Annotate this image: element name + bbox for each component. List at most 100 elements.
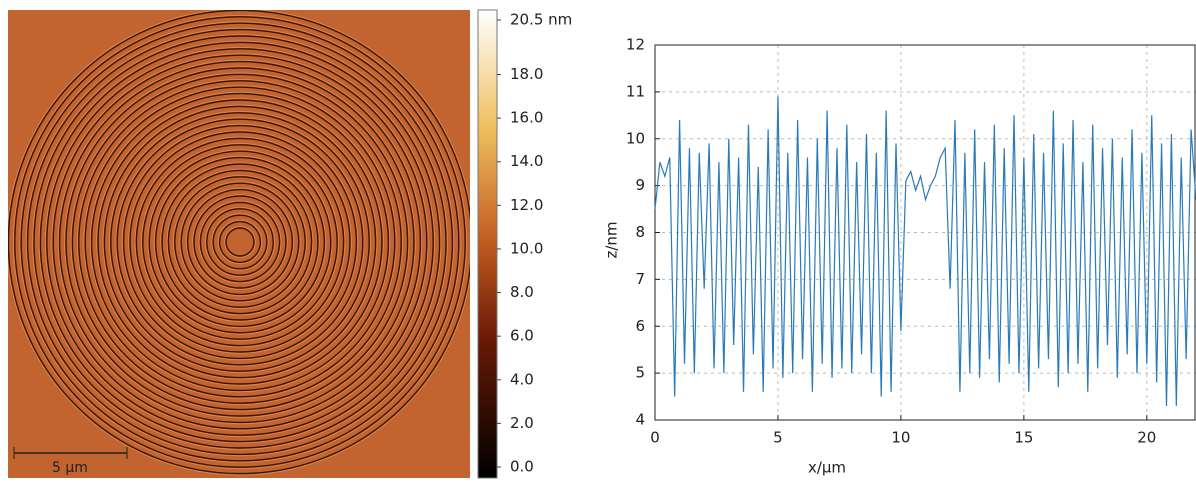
rings xyxy=(8,10,470,476)
colorbar-tick-label: 20.5 nm xyxy=(510,11,572,29)
ring xyxy=(71,73,409,411)
ring-highlight xyxy=(211,213,269,271)
colorbar-tick-label: 0.0 xyxy=(510,458,534,476)
ring xyxy=(84,86,396,398)
ring-highlight xyxy=(115,117,365,367)
ring xyxy=(148,150,332,334)
ring-highlight xyxy=(57,59,423,425)
ring xyxy=(212,214,268,270)
ring xyxy=(39,41,441,443)
colorbar-tick-label: 8.0 xyxy=(510,283,534,301)
y-tick-label: 7 xyxy=(635,270,645,288)
ring xyxy=(193,195,287,289)
plot-frame xyxy=(654,44,1196,421)
ring xyxy=(142,144,338,340)
ring-highlight xyxy=(108,110,372,374)
ring-highlight xyxy=(179,181,301,303)
ring xyxy=(97,99,383,385)
x-tick-label: 10 xyxy=(891,429,910,447)
ring-highlight xyxy=(102,104,378,380)
ring xyxy=(46,48,434,436)
colorbar-tick-label: 16.0 xyxy=(510,109,543,127)
y-tick-label: 6 xyxy=(635,317,645,335)
x-tick-label: 20 xyxy=(1137,429,1156,447)
ring-highlight xyxy=(153,155,327,329)
colorbar xyxy=(477,9,498,479)
ring-highlight xyxy=(166,168,314,316)
colorbar-tick-label: 4.0 xyxy=(510,370,534,388)
colorbar-tick-label: 2.0 xyxy=(510,414,534,432)
ring-highlight xyxy=(140,142,339,341)
colorbar-tick-label: 6.0 xyxy=(510,327,534,345)
ring-highlight xyxy=(44,46,436,438)
ring xyxy=(52,54,428,430)
ring xyxy=(8,10,470,475)
y-tick-label: 10 xyxy=(626,129,645,147)
scale-bar-label: 5 µm xyxy=(52,460,88,476)
y-axis-label: z/nm xyxy=(603,221,621,258)
ring xyxy=(122,124,358,360)
colorbar-tick-label: 18.0 xyxy=(510,65,543,83)
ring xyxy=(90,92,390,392)
x-tick-label: 5 xyxy=(773,429,783,447)
colorbar-tick-label: 10.0 xyxy=(510,239,543,257)
ring-highlight xyxy=(83,85,397,399)
ring xyxy=(129,131,351,353)
ring xyxy=(218,220,262,264)
ring xyxy=(180,182,300,302)
ring xyxy=(65,67,415,417)
ring xyxy=(186,188,294,296)
y-tick-label: 4 xyxy=(635,411,645,429)
y-tick-label: 11 xyxy=(626,82,645,100)
ring xyxy=(199,201,281,283)
y-tick-label: 8 xyxy=(635,223,645,241)
ring xyxy=(225,227,255,257)
ring xyxy=(14,16,466,468)
ring xyxy=(206,208,274,276)
profile-line xyxy=(654,96,1196,406)
ring-highlight xyxy=(89,91,391,393)
ring-highlight xyxy=(51,53,429,431)
colorbar-tick-label: 14.0 xyxy=(510,152,543,170)
ring-highlight xyxy=(76,78,404,406)
ring xyxy=(78,80,402,404)
ring-highlight xyxy=(96,98,384,386)
ring-highlight xyxy=(8,10,470,476)
y-tick-label: 5 xyxy=(635,364,645,382)
ring xyxy=(110,112,370,372)
y-tick-label: 9 xyxy=(635,176,645,194)
ring-highlight xyxy=(134,136,346,348)
ring-highlight xyxy=(19,21,461,463)
ring-highlight xyxy=(147,149,333,335)
ring-highlight xyxy=(25,27,455,457)
ring xyxy=(33,35,447,449)
ring-highlight xyxy=(192,194,288,290)
x-tick-label: 15 xyxy=(1014,429,1033,447)
ring-highlight xyxy=(121,123,359,361)
ring xyxy=(167,169,313,315)
ring-highlight xyxy=(128,130,352,354)
ring xyxy=(26,28,454,456)
ring-highlight xyxy=(160,162,320,322)
ring-highlight xyxy=(185,187,295,297)
ring-highlight xyxy=(204,206,275,277)
ring-highlight xyxy=(70,72,410,412)
x-tick-label: 0 xyxy=(650,429,660,447)
ring xyxy=(154,156,326,328)
ring xyxy=(135,137,345,347)
ring-highlight xyxy=(12,14,468,470)
ring-highlight xyxy=(64,66,416,418)
x-axis-label: x/µm xyxy=(808,459,846,477)
ring-highlight xyxy=(224,226,256,258)
ring xyxy=(116,118,364,366)
ring xyxy=(174,176,306,308)
ring-highlight xyxy=(172,174,307,309)
ring-highlight xyxy=(198,200,282,284)
y-tick-label: 12 xyxy=(626,36,645,54)
ring xyxy=(58,60,422,424)
ring-highlight xyxy=(217,219,263,265)
ring-highlight xyxy=(38,40,442,444)
ring xyxy=(103,105,377,379)
ring xyxy=(161,163,319,321)
